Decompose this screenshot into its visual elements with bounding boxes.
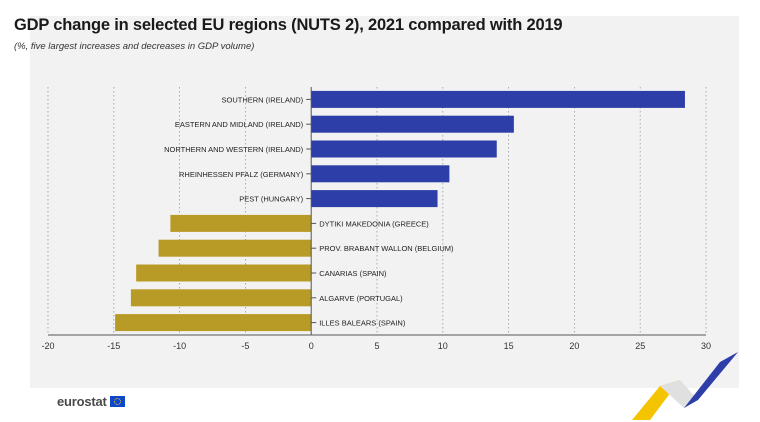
x-tick-label: -10 xyxy=(173,341,186,351)
x-tick-label: -20 xyxy=(41,341,54,351)
category-label: PROV. BRABANT WALLON (BELGIUM) xyxy=(319,244,454,253)
eurostat-logo: eurostat xyxy=(57,394,125,409)
x-tick-label: 0 xyxy=(309,341,314,351)
bar xyxy=(136,264,312,282)
footer xyxy=(0,388,760,422)
x-tick-label: 15 xyxy=(504,341,514,351)
category-label: DYTIKI MAKEDONIA (GREECE) xyxy=(319,219,429,228)
x-tick-label: 30 xyxy=(701,341,711,351)
category-label: CANARIAS (SPAIN) xyxy=(319,269,387,278)
bar xyxy=(311,90,685,108)
bar xyxy=(158,239,312,257)
bar xyxy=(130,289,312,307)
category-label: SOUTHERN (IRELAND) xyxy=(222,95,304,104)
logo-text: eurostat xyxy=(57,394,107,409)
x-tick-label: -5 xyxy=(241,341,249,351)
bar xyxy=(311,190,438,208)
category-label: PEST (HUNGARY) xyxy=(239,195,303,204)
bar xyxy=(311,140,497,158)
bar xyxy=(170,214,312,232)
x-tick-label: -15 xyxy=(107,341,120,351)
x-tick-label: 25 xyxy=(635,341,645,351)
x-tick-label: 5 xyxy=(374,341,379,351)
category-label: RHEINHESSEN PFALZ (GERMANY) xyxy=(179,170,304,179)
bar xyxy=(311,165,450,183)
category-label: ILLES BALEARS (SPAIN) xyxy=(319,319,406,328)
category-label: EASTERN AND MIDLAND (IRELAND) xyxy=(175,120,304,129)
bar xyxy=(311,115,514,133)
bar xyxy=(115,314,312,332)
bar-chart: -20 -15 -10 -5 0 5 10 15 20 25 30 SOUTHERN (IRELAND… xyxy=(41,87,711,351)
category-label: NORTHERN AND WESTERN (IRELAND) xyxy=(164,145,304,154)
chart-title: GDP change in selected EU regions (NUTS … xyxy=(14,16,563,34)
chart-subtitle: (%, five largest increases and decreases… xyxy=(14,41,255,52)
x-tick-label: 20 xyxy=(569,341,579,351)
eu-flag-icon xyxy=(109,396,125,407)
decorative-swoosh xyxy=(632,352,738,420)
x-tick-label: 10 xyxy=(438,341,448,351)
category-label: ALGARVE (PORTUGAL) xyxy=(319,294,403,303)
